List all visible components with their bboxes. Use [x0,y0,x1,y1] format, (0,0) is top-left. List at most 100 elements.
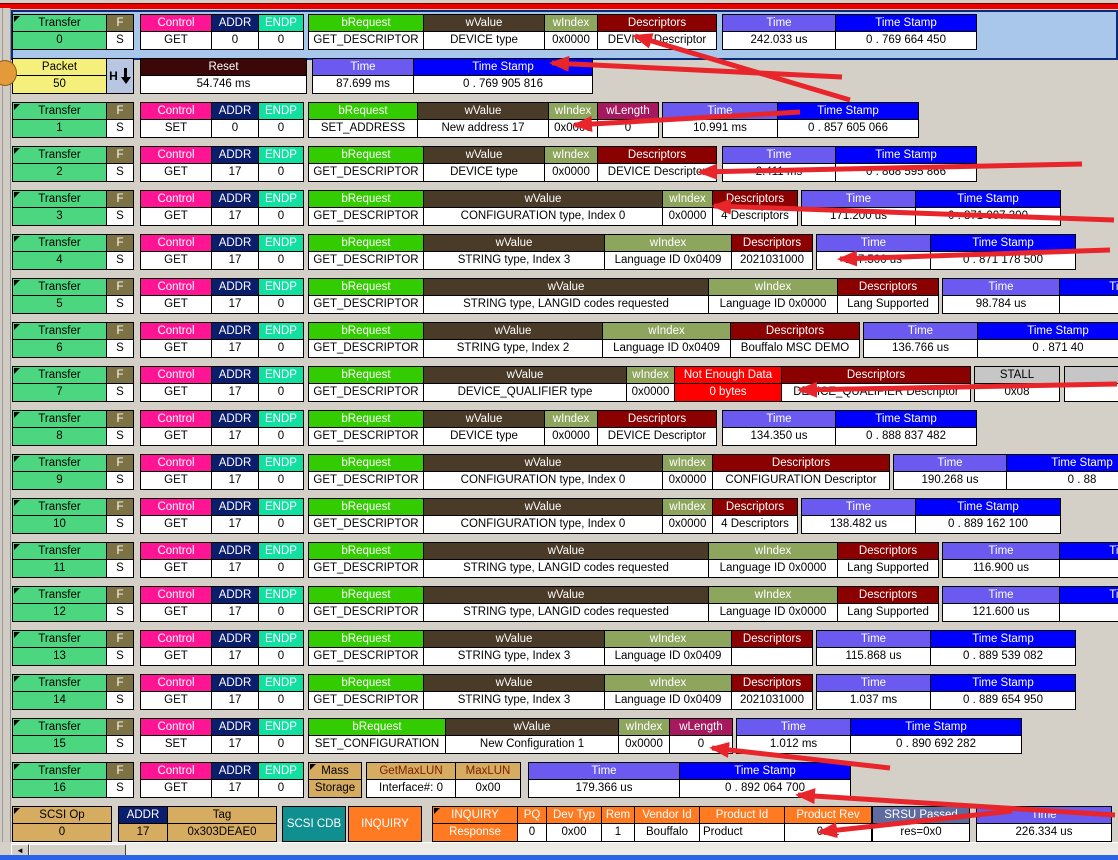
header-transfer[interactable]: Transfer [13,279,106,296]
header-time[interactable]: Time [663,103,777,120]
value-wvalue[interactable]: DEVICE_QUALIFIER type [424,384,626,401]
header-time[interactable]: Time [802,499,915,516]
value-descriptors[interactable]: DEVICE_QUALIFIER Descriptor [782,384,970,401]
value-transfer[interactable]: 10 [13,516,106,533]
value-control[interactable]: GET [141,32,211,49]
header-brequest[interactable]: bRequest [309,719,445,736]
header-transfer[interactable]: Transfer [13,675,106,692]
value-time[interactable]: 2.411 ms [723,164,835,181]
header-descriptors[interactable]: Descriptors [598,411,716,428]
value-time[interactable]: 242.033 us [723,32,835,49]
value-wvalue[interactable]: STRING type, LANGID codes requested [424,296,708,313]
value-addr[interactable]: 0 [212,32,258,49]
header-time[interactable]: Time [943,543,1059,560]
header-pq[interactable]: PQ [518,807,546,824]
value-wvalue[interactable]: DEVICE type [424,428,544,445]
header-f[interactable]: F [107,719,133,736]
value-time-stamp[interactable]: 0 . 888 837 482 [836,428,976,445]
value-control[interactable]: GET [141,648,211,665]
value-transfer[interactable]: 16 [13,780,106,797]
header-control[interactable]: Control [141,763,211,780]
header-descriptors[interactable]: Descriptors [598,15,716,32]
header-wvalue[interactable]: wValue [446,719,618,736]
value-addr[interactable]: 17 [212,384,258,401]
value-wlength[interactable]: 0 [670,736,732,753]
header-f[interactable]: F [107,455,133,472]
header-wvalue[interactable]: wValue [418,103,548,120]
value-addr[interactable]: 17 [212,472,258,489]
value-descriptors[interactable]: Lang Supported [838,296,938,313]
value-wvalue[interactable]: DEVICE type [424,164,544,181]
value-time[interactable]: 190.268 us [894,472,1006,489]
header-product-rev[interactable]: Product Rev [785,807,871,824]
header-brequest[interactable]: bRequest [309,411,423,428]
header-time[interactable]: Time [817,631,930,648]
header-brequest[interactable]: bRequest [309,103,417,120]
value-descriptors[interactable]: DEVICE Descriptor [598,32,716,49]
value-wvalue[interactable]: CONFIGURATION type, Index 0 [424,472,662,489]
value-time[interactable]: 116.900 us [943,560,1059,577]
header-reset[interactable]: Reset [141,59,306,76]
value-addr[interactable]: 17 [212,692,258,709]
value-transfer[interactable]: 8 [13,428,106,445]
header-f[interactable]: F [107,631,133,648]
header-time[interactable]: Time [723,15,835,32]
header-time[interactable]: Time [737,719,850,736]
value-f[interactable]: S [107,164,133,181]
value-transfer[interactable]: 12 [13,604,106,621]
header-maxlun[interactable]: MaxLUN [456,763,520,780]
header-wvalue[interactable]: wValue [424,323,602,340]
value-time-stamp[interactable]: 0 . 889 539 082 [931,648,1075,665]
cell-scsi-cdb[interactable]: SCSI CDB [283,807,345,841]
header-time-stamp[interactable]: Time Stamp [836,147,976,164]
value-f[interactable]: S [107,208,133,225]
header-transfer[interactable]: Transfer [13,543,106,560]
header-wvalue[interactable]: wValue [424,543,708,560]
header-transfer[interactable]: Transfer [13,411,106,428]
header-time[interactable]: Time [977,807,1111,824]
header-windex[interactable]: wIndex [605,675,731,692]
value-f[interactable]: S [107,604,133,621]
value-addr[interactable]: 17 [212,604,258,621]
value-transfer[interactable]: 2 [13,164,106,181]
header-time[interactable]: Time [802,191,915,208]
value-endp[interactable]: 0 [259,384,303,401]
value-addr[interactable]: 17 [212,648,258,665]
header-endp[interactable]: ENDP [259,367,303,384]
header-endp[interactable]: ENDP [259,763,303,780]
header-wlength[interactable]: wLength [598,103,658,120]
header-descriptors[interactable]: Descriptors [838,587,938,604]
value-control[interactable]: GET [141,252,211,269]
header-vendor-id[interactable]: Vendor Id [635,807,699,824]
header-addr[interactable]: ADDR [212,411,258,428]
value-windex[interactable]: Language ID 0x0000 [709,296,837,313]
header-time-stamp[interactable]: Time Stamp [1007,455,1118,472]
value-brequest[interactable]: GET_DESCRIPTOR [309,560,423,577]
value-f[interactable]: S [107,384,133,401]
header-addr[interactable]: ADDR [212,587,258,604]
value-control[interactable]: GET [141,560,211,577]
value-wvalue[interactable]: New address 17 [418,120,548,137]
value-f[interactable]: S [107,692,133,709]
value-time-stamp[interactable]: 0 . 88 [1007,472,1118,489]
header-addr[interactable]: ADDR [212,235,258,252]
value-addr[interactable]: 17 [212,296,258,313]
header-control[interactable]: Control [141,279,211,296]
value-time[interactable]: 121.600 us [943,604,1059,621]
header-time-stamp[interactable]: Time Stamp [680,763,850,780]
header-time-stamp[interactable]: Time Stamp [931,675,1075,692]
header-control[interactable]: Control [141,455,211,472]
value-endp[interactable]: 0 [259,428,303,445]
header-brequest[interactable]: bRequest [309,279,423,296]
value-brequest[interactable]: GET_DESCRIPTOR [309,692,423,709]
value-windex[interactable]: Language ID 0x0409 [605,692,731,709]
header-getmaxlun[interactable]: GetMaxLUN [367,763,455,780]
value-wvalue[interactable]: STRING type, Index 3 [424,648,604,665]
value-wvalue[interactable]: STRING type, Index 3 [424,252,604,269]
header-time[interactable]: Time [864,323,977,340]
value-descriptors[interactable]: Lang Supported [838,560,938,577]
value-windex[interactable]: Language ID 0x0409 [605,252,731,269]
header-time[interactable]: Time [894,455,1006,472]
header-transfer[interactable]: Transfer [13,191,106,208]
header-endp[interactable]: ENDP [259,675,303,692]
